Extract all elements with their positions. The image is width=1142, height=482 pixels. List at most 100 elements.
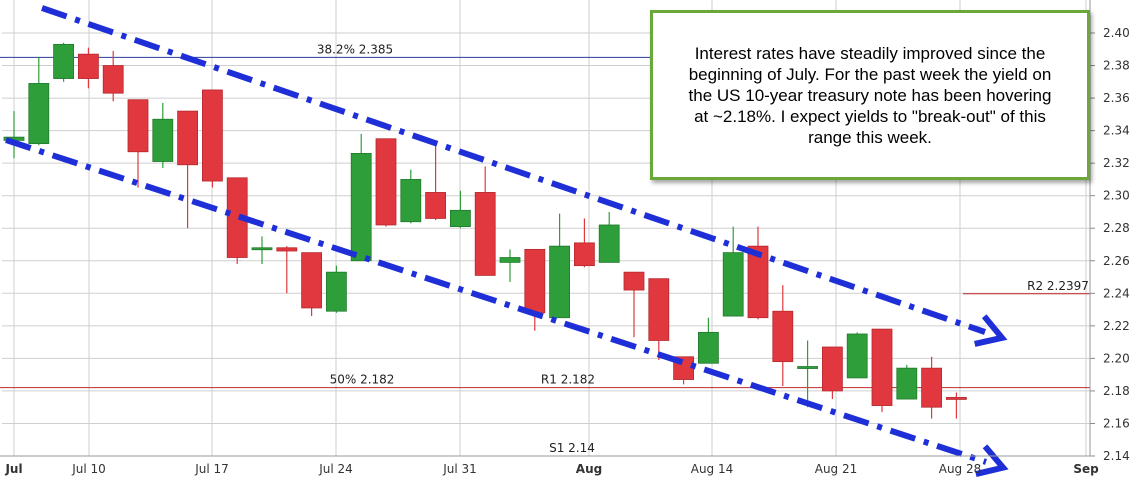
candle xyxy=(177,110,199,229)
candles xyxy=(3,42,967,419)
trend-line xyxy=(41,5,986,335)
y-tick-label: 2.26 xyxy=(1103,254,1130,268)
x-tick-label: Jul xyxy=(4,462,22,476)
candle-body xyxy=(152,118,174,162)
x-tick-label: Aug 21 xyxy=(815,462,858,476)
candle xyxy=(152,102,174,169)
candle xyxy=(747,226,769,320)
candle xyxy=(276,246,298,294)
trend-lines xyxy=(5,5,1009,477)
candle xyxy=(425,143,447,221)
y-tick-label: 2.16 xyxy=(1103,416,1130,430)
y-tick-label: 2.14 xyxy=(1103,449,1130,463)
x-tick-label: Aug 28 xyxy=(939,462,982,476)
candle xyxy=(574,218,595,268)
candle-body xyxy=(375,138,397,226)
candle-body xyxy=(474,192,496,276)
candle-body xyxy=(822,346,843,392)
candle xyxy=(896,364,918,400)
candle-body xyxy=(350,152,372,262)
candle-body xyxy=(946,397,967,400)
candle xyxy=(350,133,372,262)
candle-body xyxy=(201,89,223,182)
level-label: 50% 2.182 xyxy=(330,373,395,387)
y-tick-label: 2.24 xyxy=(1103,286,1130,300)
candle-body xyxy=(598,224,620,263)
y-tick-label: 2.40 xyxy=(1103,26,1130,40)
candle xyxy=(549,213,570,319)
candle xyxy=(325,265,347,313)
annotation-line: Interest rates have steadily improved si… xyxy=(694,43,1046,63)
candle xyxy=(772,285,794,387)
candle xyxy=(871,328,893,413)
y-tick-label: 2.20 xyxy=(1103,351,1130,365)
candle-body xyxy=(623,271,645,291)
candle xyxy=(499,249,521,282)
annotation-line: range this week. xyxy=(808,127,932,147)
candle-body xyxy=(722,252,744,317)
candle xyxy=(375,138,397,227)
trend-arrowhead xyxy=(974,314,1008,347)
y-tick-label: 2.22 xyxy=(1103,319,1130,333)
candle-body xyxy=(78,53,99,79)
level-label: R1 2.182 xyxy=(541,373,595,387)
candle-body xyxy=(747,245,769,319)
candle xyxy=(251,236,273,265)
candle-body xyxy=(28,83,50,145)
annotation-line: beginning of July. For the past week the… xyxy=(688,64,1052,84)
level-label: R2 2.2397 xyxy=(1027,279,1089,293)
candle xyxy=(623,271,645,338)
x-tick-label: Jul 24 xyxy=(318,462,353,476)
y-tick-label: 2.36 xyxy=(1103,91,1130,105)
candle xyxy=(921,356,942,419)
candle-body xyxy=(53,43,74,79)
candle xyxy=(648,278,670,361)
trend-line xyxy=(5,137,987,465)
annotation-line: at ~2.18%. I expect yields to "break-out… xyxy=(694,106,1046,126)
candle xyxy=(400,169,422,224)
candle xyxy=(53,42,74,82)
candle-body xyxy=(797,366,818,369)
annotation-line: the US 10-year treasury note has been ho… xyxy=(688,85,1052,105)
x-tick-label: Jul 17 xyxy=(194,462,229,476)
axes: 2.40 2.38 2.36 2.34 2.32 2.30 2.28 2.26 2.24 2.22… xyxy=(0,0,1130,476)
level-label: 38.2% 2.385 xyxy=(317,42,393,56)
candle-body xyxy=(921,367,942,408)
x-tick-label: Aug 14 xyxy=(691,462,734,476)
x-tick-label: Jul 10 xyxy=(71,462,106,476)
x-tick-label: Jul 31 xyxy=(442,462,477,476)
candle xyxy=(797,340,818,408)
candle-body xyxy=(325,271,347,312)
candle-body xyxy=(772,310,794,363)
candle xyxy=(822,346,843,400)
candle xyxy=(474,166,496,276)
y-tick-label: 2.38 xyxy=(1103,59,1130,73)
x-tick-label: Sep xyxy=(1073,462,1099,476)
y-tick-label: 2.34 xyxy=(1103,124,1130,138)
y-tick-label: 2.32 xyxy=(1103,156,1130,170)
candle xyxy=(28,57,50,146)
y-tick-label: 2.30 xyxy=(1103,189,1130,203)
candle xyxy=(3,111,25,159)
candle-body xyxy=(449,209,471,228)
candle-body xyxy=(574,242,595,267)
candle-body xyxy=(698,331,719,364)
candle xyxy=(226,177,248,265)
candle xyxy=(846,332,868,379)
candle-body xyxy=(846,333,868,379)
candle-body xyxy=(871,328,893,406)
annotation-box: Interest rates have steadily improved si… xyxy=(650,10,1090,180)
candle xyxy=(301,252,323,317)
candle xyxy=(946,392,967,419)
candle xyxy=(102,50,124,102)
y-tick-label: 2.18 xyxy=(1103,384,1130,398)
candle xyxy=(127,99,149,188)
candle-body xyxy=(524,248,546,314)
candle-body xyxy=(499,257,521,263)
candle xyxy=(722,226,744,317)
y-tick-label: 2.28 xyxy=(1103,221,1130,235)
candle-body xyxy=(549,245,570,319)
candle-body xyxy=(102,65,124,94)
x-tick-label: Aug xyxy=(576,462,602,476)
